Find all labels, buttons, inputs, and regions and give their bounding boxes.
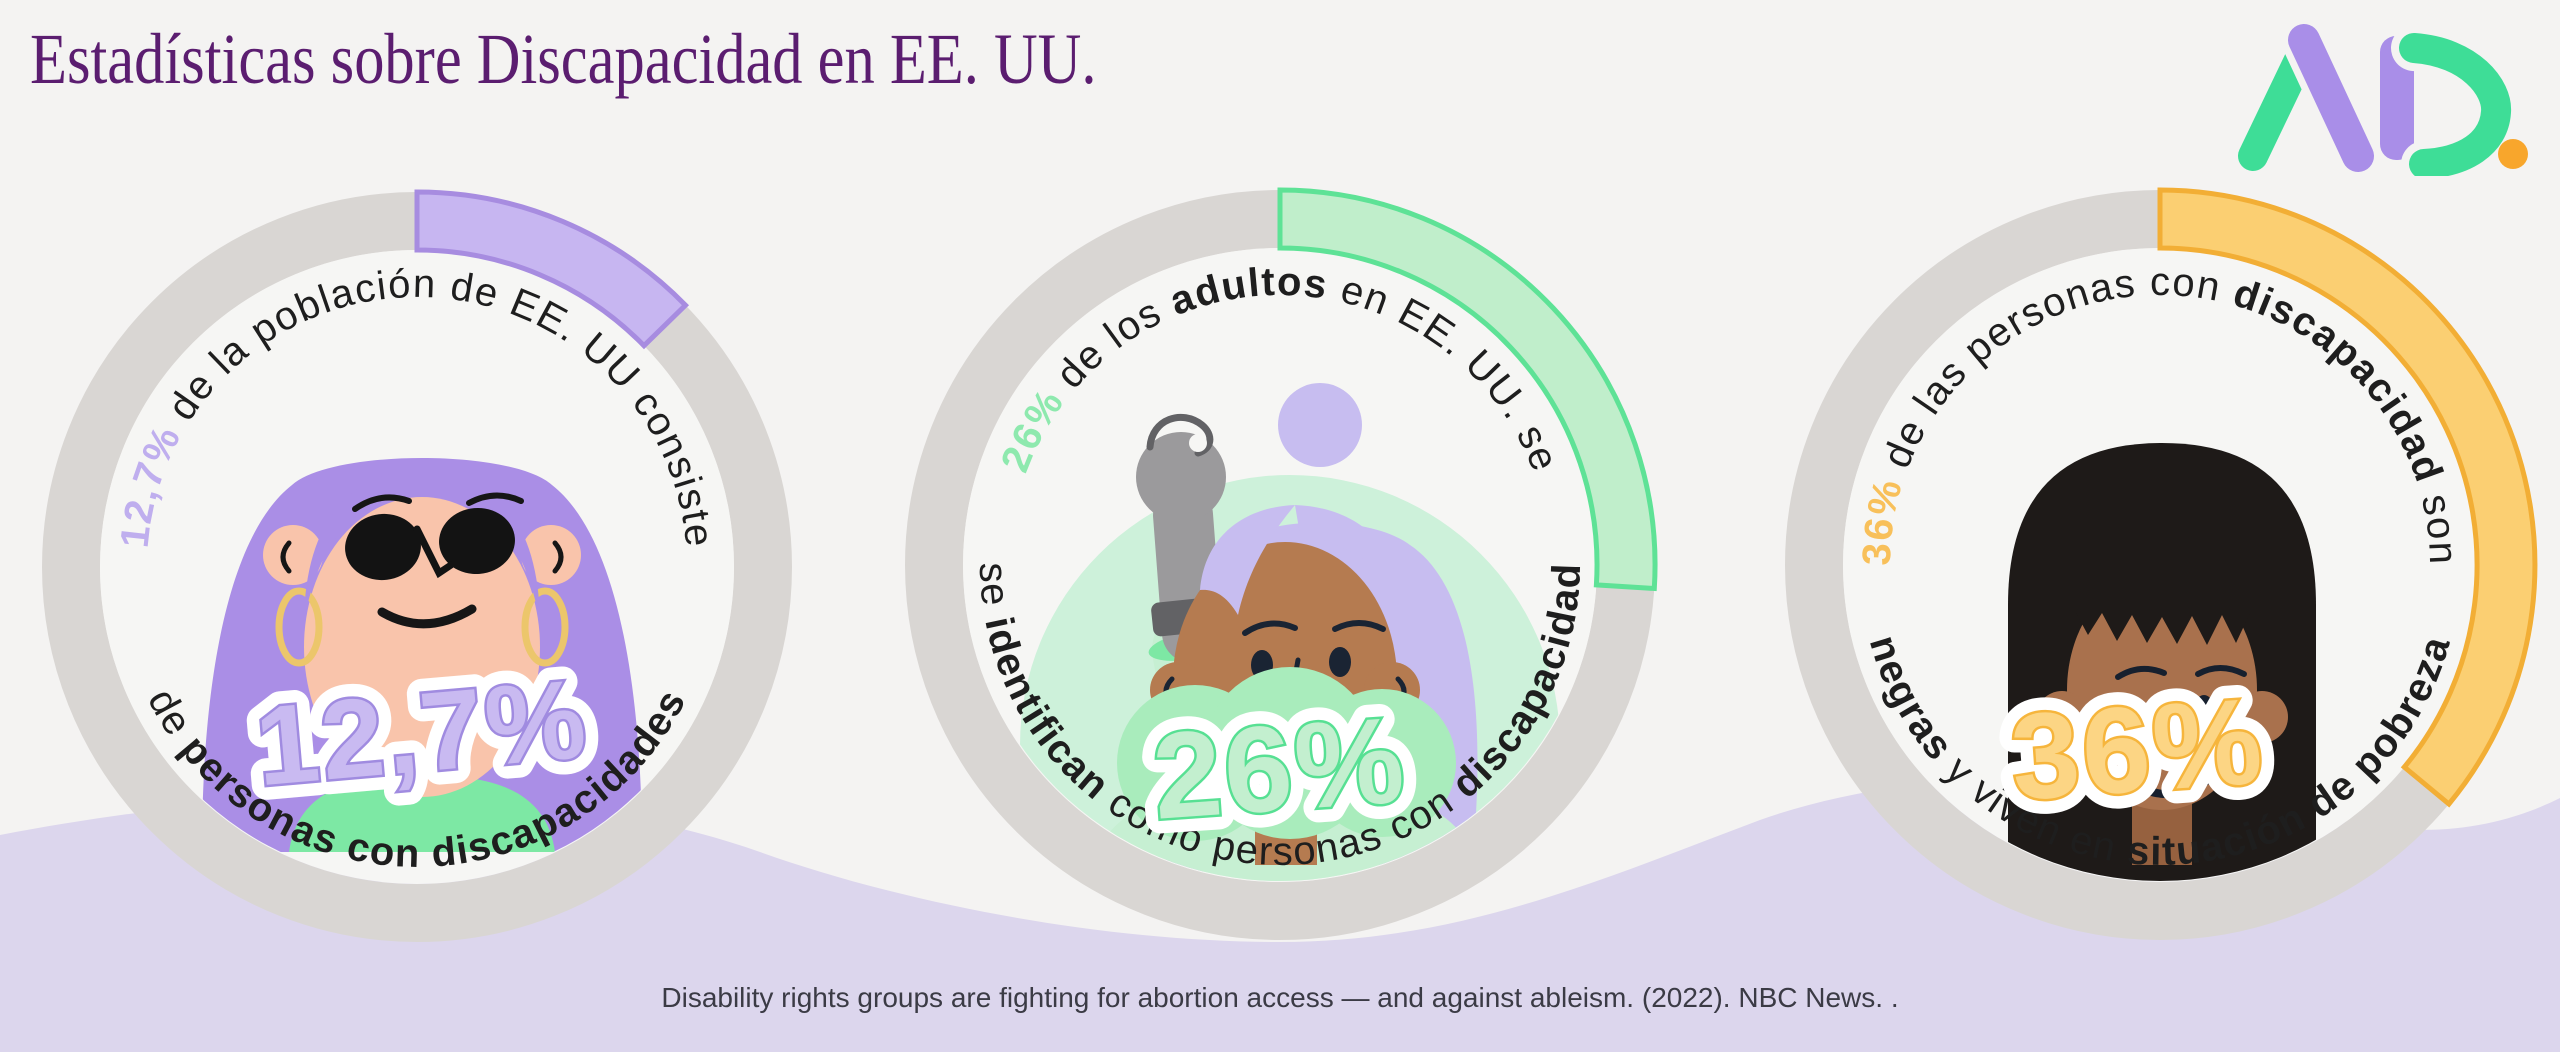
ear-left — [263, 525, 323, 585]
illustration-woman-purple-hair-sunglasses — [202, 458, 642, 852]
earring-hoop-right — [521, 587, 569, 667]
bangs — [2075, 537, 2250, 645]
big-percentage: 26% 26% — [1134, 676, 1426, 859]
illustration-woman-black-bob-flower-earring — [2008, 443, 2316, 881]
sunglasses-left-lens — [345, 513, 421, 581]
big-percentage: 36% 36% — [1992, 657, 2284, 840]
progress-arc — [1277, 187, 1658, 592]
logo-dot — [2498, 139, 2528, 169]
stat-circle-adults: 26% de los adultos en EE. UU. se se iden… — [905, 187, 1658, 940]
nose — [2159, 704, 2173, 754]
svg-text:36%: 36% — [2007, 672, 2269, 825]
ear-right — [2236, 691, 2288, 743]
progress-arc — [2157, 187, 2538, 808]
eye-right — [2194, 695, 2214, 723]
sunglasses-bridge-nose — [413, 525, 455, 579]
page-title: Estadísticas sobre Discapacidad en EE. U… — [30, 19, 1097, 99]
progress-arc — [414, 189, 690, 350]
stat-circle-population: 12,7% de la población de EE. UU consiste… — [42, 189, 792, 942]
stat-circle-black-disabled-poverty: 36% de las personas con discapacidad son… — [1785, 187, 2538, 940]
svg-text:12,7%: 12,7% — [251, 656, 593, 810]
earring-hoop-left — [275, 587, 323, 667]
logo-d-bowl — [2399, 33, 2512, 176]
ear-left — [2036, 691, 2088, 743]
big-percentage: 12,7% 12,7% — [236, 641, 608, 825]
eye-left — [2122, 698, 2142, 726]
svg-text:12,7%: 12,7% — [251, 656, 593, 810]
svg-text:36%: 36% — [2007, 672, 2269, 825]
svg-text:26%: 26% — [1149, 691, 1411, 844]
brand-logo — [2238, 17, 2528, 176]
sunglasses-right-lens — [439, 507, 515, 575]
citation: Disability rights groups are fighting fo… — [661, 982, 1899, 1013]
flower-earring — [2047, 749, 2085, 792]
smile — [377, 604, 477, 629]
logo-a-right-stroke — [2288, 24, 2374, 172]
smile — [2126, 776, 2212, 798]
ear-right — [521, 525, 581, 585]
hair-bun — [1278, 383, 1362, 467]
eye-right — [1329, 647, 1351, 677]
svg-text:26%: 26% — [1149, 691, 1411, 844]
logo-a-left-stroke — [2238, 43, 2315, 171]
